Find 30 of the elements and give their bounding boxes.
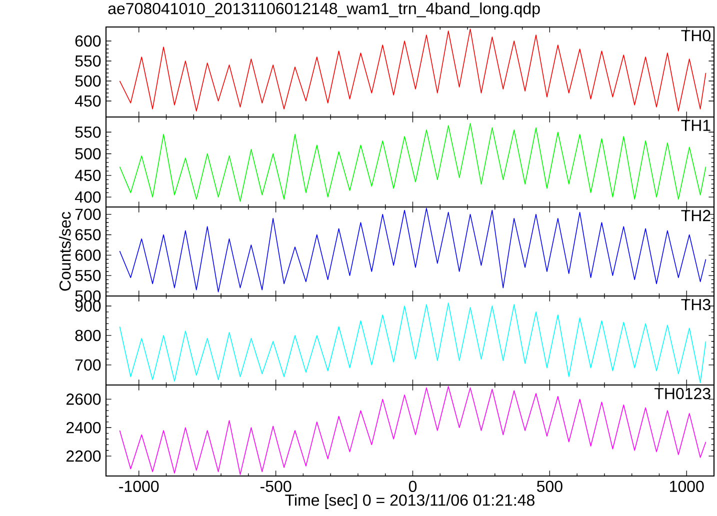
- y-tick-label: 550: [75, 55, 101, 67]
- y-tick-label: 700: [75, 359, 101, 371]
- y-tick-label: 550: [75, 126, 101, 138]
- x-tick-label: -1000: [119, 480, 159, 492]
- x-tick-label: 1000: [670, 480, 704, 492]
- y-tick-label: 550: [75, 270, 101, 282]
- y-tick-label: 600: [75, 35, 101, 47]
- y-tick-label: 650: [75, 229, 101, 240]
- x-axis-title: Time [sec] 0 = 2013/11/06 01:21:48: [285, 494, 534, 509]
- y-tick-label: 800: [75, 330, 101, 342]
- y-tick-label: 500: [75, 75, 101, 87]
- y-tick-label: 2600: [66, 394, 101, 405]
- y-tick-label: 400: [74, 191, 101, 203]
- chart-title: ae708041010_20131106012148_wam1_trn_4band_long.qdp: [108, 2, 540, 18]
- y-tick-label: 450: [74, 95, 101, 107]
- y-axis-title: Counts/sec: [59, 212, 71, 291]
- y-tick-label: 2200: [66, 450, 101, 462]
- x-tick-label: 0: [408, 480, 417, 492]
- series-label: TH2: [681, 210, 710, 222]
- y-tick-label: 700: [75, 208, 101, 220]
- series-label: TH3: [681, 298, 710, 310]
- y-tick-label: 500: [75, 148, 101, 160]
- series-label: TH0: [681, 30, 710, 42]
- y-tick-label: 450: [74, 170, 101, 182]
- x-tick-label: -500: [260, 480, 292, 492]
- y-tick-label: 600: [75, 250, 101, 261]
- series-label: TH1: [681, 120, 710, 131]
- y-tick-label: 2400: [66, 422, 101, 434]
- series-label: TH0123: [654, 388, 710, 400]
- x-tick-label: 500: [536, 480, 562, 492]
